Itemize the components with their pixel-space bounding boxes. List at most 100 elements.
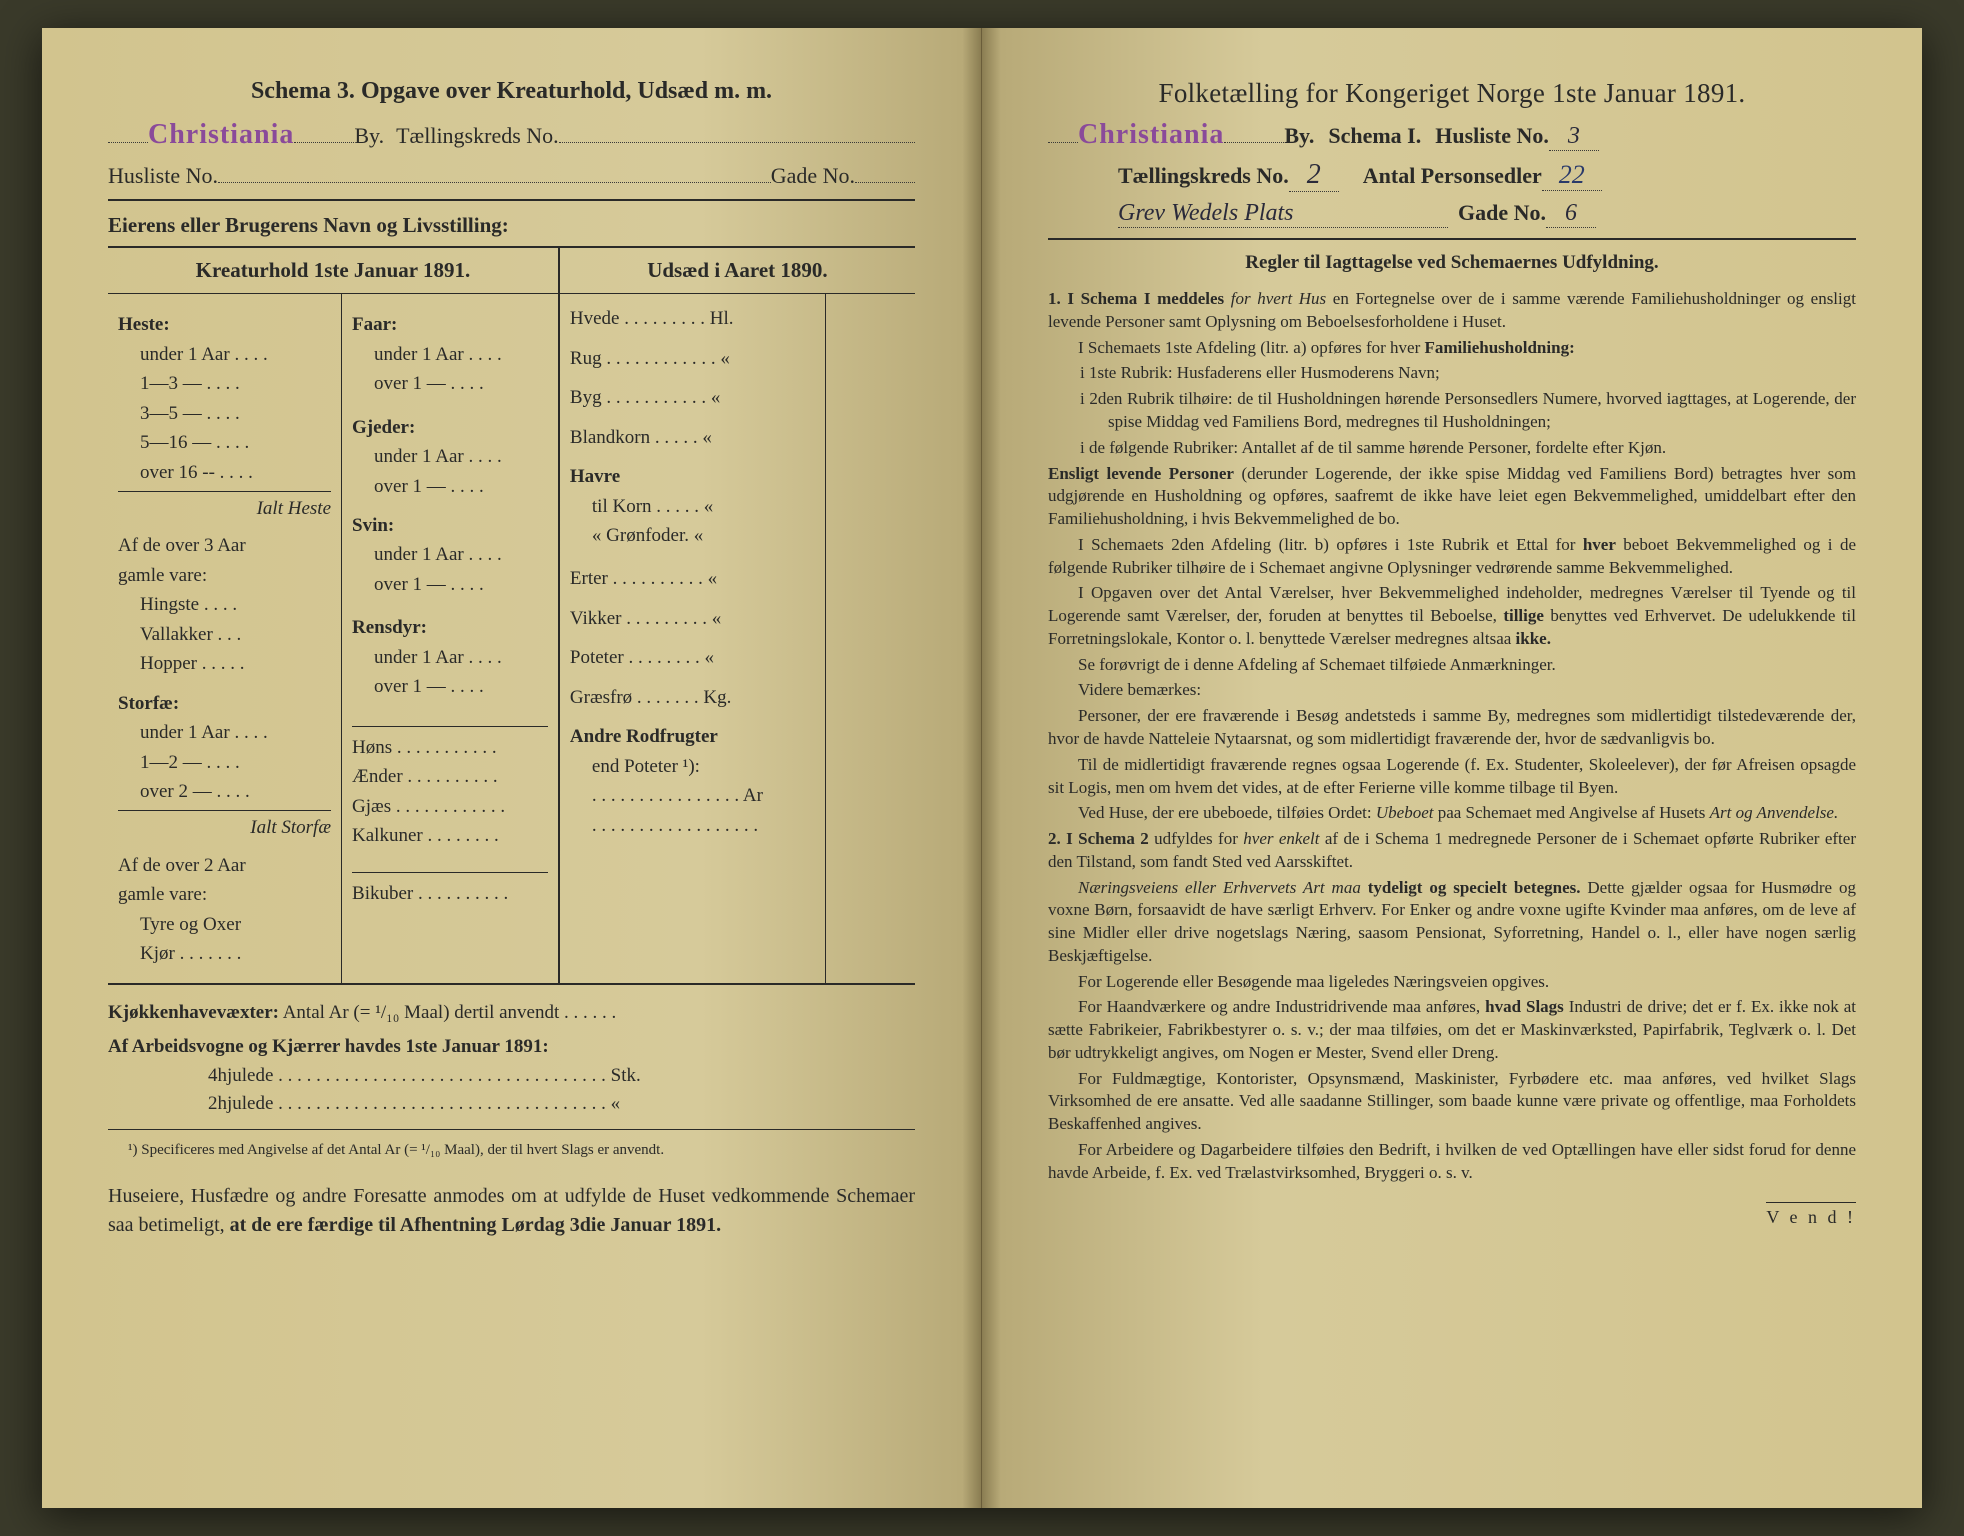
tk-label: Tællingskreds No.	[1118, 163, 1289, 189]
af2: Af de over 2 Aar	[118, 851, 331, 880]
rule-p16: For Logerende eller Besøgende maa ligele…	[1048, 971, 1856, 994]
arbeids-label: Af Arbeidsvogne og Kjærrer havdes 1ste J…	[108, 1033, 915, 1062]
vallakker: Vallakker . . .	[118, 620, 331, 649]
rule	[108, 1129, 915, 1130]
poteter: Poteter . . . . . . . . «	[570, 643, 815, 672]
rules-header: Regler til Iagttagelse ved Schemaernes U…	[1048, 252, 1856, 274]
kjor: Kjør . . . . . . .	[118, 939, 331, 968]
gjaes: Gjæs . . . . . . . . . . . .	[352, 792, 548, 821]
rule-p10: Videre bemærkes:	[1048, 679, 1856, 702]
faar-o1: over 1 — . . . .	[352, 369, 548, 398]
kjokken-label: Kjøkkenhavevæxter:	[108, 1002, 279, 1023]
street-handwritten: Grev Wedels Plats	[1118, 200, 1448, 228]
right-page: Folketælling for Kongeriget Norge 1ste J…	[982, 28, 1922, 1508]
census-schema-book: Schema 3. Opgave over Kreaturhold, Udsæd…	[42, 28, 1922, 1508]
form-area: Kreaturhold 1ste Januar 1891. Udsæd i Aa…	[108, 246, 915, 984]
storfae-row: over 2 — . . . .	[118, 777, 331, 806]
heste-row: 3—5 — . . . .	[118, 399, 331, 428]
storfae-row: 1—2 — . . . .	[118, 748, 331, 777]
tk-value: 2	[1289, 159, 1339, 192]
rule-p7: I Schemaets 2den Afdeling (litr. b) opfø…	[1048, 534, 1856, 580]
city-stamp-left: Christiania	[148, 119, 294, 151]
bottom-block: Kjøkkenhavevæxter: Antal Ar (= ¹/₁₀ Maal…	[108, 999, 915, 1160]
faar-hdr: Faar:	[352, 310, 548, 339]
column-header-row: Kreaturhold 1ste Januar 1891. Udsæd i Aa…	[108, 248, 915, 294]
gade-label: Gade No.	[771, 163, 855, 189]
rule-p18: For Fuldmægtige, Kontorister, Opsynsmænd…	[1048, 1068, 1856, 1136]
title-rest: Opgave over Kreaturhold, Udsæd m. m.	[361, 78, 772, 104]
livestock-col-2: Faar: under 1 Aar . . . . over 1 — . . .…	[342, 294, 560, 982]
heste-row: over 16 -- . . . .	[118, 458, 331, 487]
right-header-line-2: Tællingskreds No. 2 Antal Personsedler 2…	[1048, 159, 1856, 192]
rule	[108, 199, 915, 201]
col-hdr-right: Udsæd i Aaret 1890.	[560, 248, 915, 293]
erter: Erter . . . . . . . . . . «	[570, 564, 815, 593]
bikuber: Bikuber . . . . . . . . . .	[352, 872, 548, 908]
tk-blank	[559, 119, 915, 143]
vikker: Vikker . . . . . . . . . «	[570, 604, 815, 633]
faar-u1: under 1 Aar . . . .	[352, 340, 548, 369]
husliste-blank	[218, 159, 308, 183]
rule-p6: Ensligt levende Personer (derunder Loger…	[1048, 463, 1856, 531]
endpot: end Poteter ¹):	[570, 752, 815, 781]
street-blank	[308, 159, 771, 183]
rule-p5: i de følgende Rubriker: Antallet af de t…	[1048, 437, 1856, 460]
kalkuner: Kalkuner . . . . . . . .	[352, 821, 548, 850]
svin-o1: over 1 — . . . .	[352, 570, 548, 599]
form-body: Heste: under 1 Aar . . . . 1—3 — . . . .…	[108, 294, 915, 982]
livestock-col-1: Heste: under 1 Aar . . . . 1—3 — . . . .…	[108, 294, 342, 982]
left-header-line-2: Husliste No. Gade No.	[108, 159, 915, 189]
heste-row: 5—16 — . . . .	[118, 428, 331, 457]
ialt-heste: Ialt Heste	[118, 491, 331, 523]
right-header-line-1: Christiania By. Schema I. Husliste No. 3	[1048, 119, 1856, 151]
rensdyr-o1: over 1 — . . . .	[352, 672, 548, 701]
left-header-line-1: Christiania By. Tællingskreds No.	[108, 119, 915, 151]
rule-p17: For Haandværkere og andre Industridriven…	[1048, 996, 1856, 1064]
closing-text: Huseiere, Husfædre og andre Foresatte an…	[108, 1182, 915, 1240]
af3: Af de over 3 Aar	[118, 531, 331, 560]
heste-row: 1—3 — . . . .	[118, 369, 331, 398]
heste-row: under 1 Aar . . . .	[118, 340, 331, 369]
fourwheel: 4hjulede . . . . . . . . . . . . . . . .…	[108, 1062, 915, 1091]
left-page: Schema 3. Opgave over Kreaturhold, Udsæd…	[42, 28, 982, 1508]
kjokken-text: Antal Ar (= ¹/₁₀ Maal) dertil anvendt . …	[283, 1002, 617, 1023]
vend-label: V e n d !	[1766, 1202, 1856, 1228]
antal-value: 22	[1542, 160, 1602, 191]
footnote: ¹) Specificeres med Angivelse af det Ant…	[108, 1140, 915, 1160]
storfae-hdr: Storfæ:	[118, 689, 331, 718]
left-title: Schema 3. Opgave over Kreaturhold, Udsæd…	[108, 78, 915, 105]
schema-label: Schema I.	[1328, 123, 1421, 149]
tyre: Tyre og Oxer	[118, 910, 331, 939]
gamle: gamle vare:	[118, 561, 331, 590]
antal-label: Antal Personsedler	[1363, 163, 1542, 189]
ar-line: . . . . . . . . . . . . . . . . Ar	[570, 781, 815, 810]
rule	[1048, 238, 1856, 240]
svin-hdr: Svin:	[352, 511, 548, 540]
gade-label: Gade No.	[1458, 200, 1546, 226]
rule-p8: I Opgaven over det Antal Værelser, hver …	[1048, 582, 1856, 650]
husliste-value: 3	[1549, 123, 1599, 151]
gamle2: gamle vare:	[118, 880, 331, 909]
rensdyr-u1: under 1 Aar . . . .	[352, 643, 548, 672]
owner-label: Eierens eller Brugerens Navn og Livsstil…	[108, 213, 915, 238]
tilkorn: til Korn . . . . . «	[570, 492, 815, 521]
hingste: Hingste . . . .	[118, 590, 331, 619]
svin-u1: under 1 Aar . . . .	[352, 540, 548, 569]
rug: Rug . . . . . . . . . . . . «	[570, 344, 815, 373]
husliste-label: Husliste No.	[1435, 123, 1549, 149]
right-title: Folketælling for Kongeriget Norge 1ste J…	[1048, 78, 1856, 109]
rule-p4: i 2den Rubrik tilhøire: de til Husholdni…	[1048, 388, 1856, 434]
gronfoder: « Grønfoder. «	[570, 521, 815, 550]
gjeder-u1: under 1 Aar . . . .	[352, 442, 548, 471]
rule-p3: i 1ste Rubrik: Husfaderens eller Husmode…	[1048, 362, 1856, 385]
by-label: By.	[354, 123, 384, 149]
ialt-storfae: Ialt Storfæ	[118, 810, 331, 842]
gade-blank	[855, 159, 915, 183]
hons: Høns . . . . . . . . . . .	[352, 726, 548, 762]
gade-value: 6	[1546, 200, 1596, 228]
husliste-label: Husliste No.	[108, 163, 218, 189]
andre: Andre Rodfrugter	[570, 722, 815, 751]
tk-label: Tællingskreds No.	[396, 123, 559, 149]
city-stamp-right: Christiania	[1078, 119, 1224, 151]
graesfro: Græsfrø . . . . . . . Kg.	[570, 683, 815, 712]
